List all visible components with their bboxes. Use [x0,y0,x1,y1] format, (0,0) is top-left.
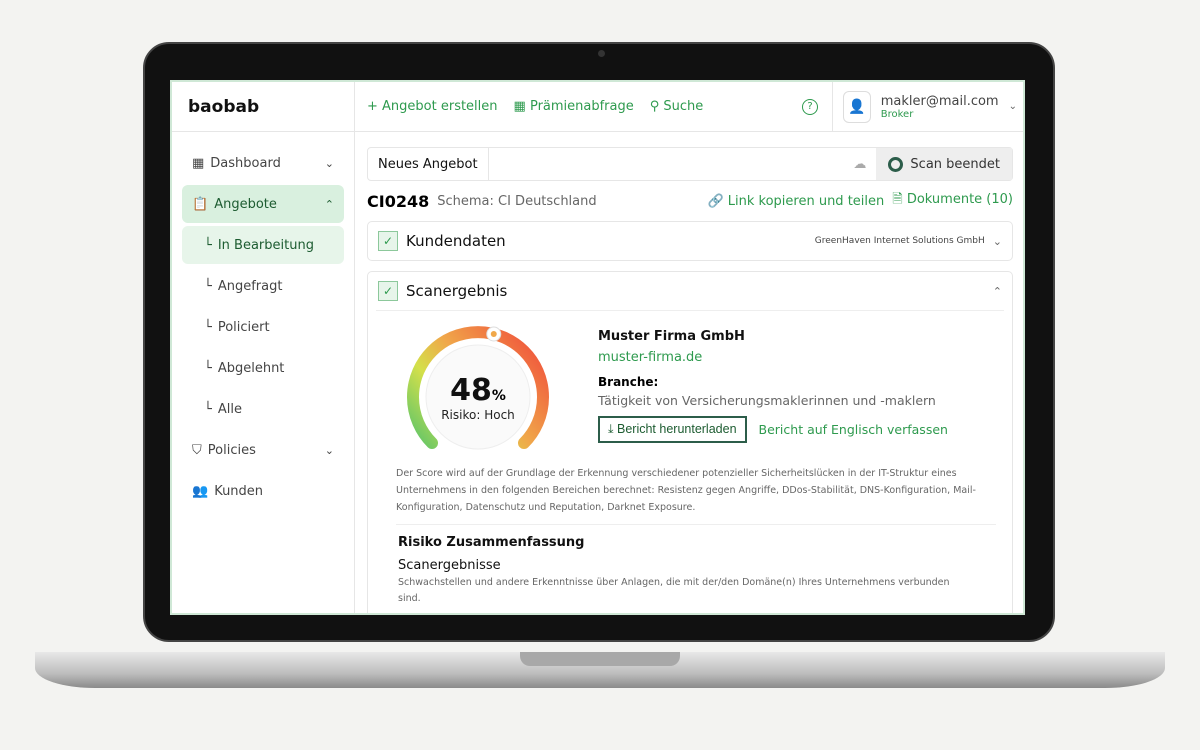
dashboard-icon: ▦ [192,155,205,171]
check-icon: ✓ [378,281,398,301]
user-role: Broker [880,108,914,120]
sidebar-item-angefragt[interactable]: └ Angefragt [204,278,283,294]
sidebar-item-alle[interactable]: └ Alle [204,401,242,417]
sidebar-item-policiert[interactable]: └ Policiert [204,319,270,335]
create-offer-link[interactable]: + Angebot erstellen [367,99,498,114]
user-menu[interactable]: 👤 makler@mail.com Broker ⌄ [832,82,1023,132]
risk-gauge: 48% Risiko: Hoch [398,325,558,455]
sidebar-item-abgelehnt[interactable]: └ Abgelehnt [204,360,285,376]
branche-value: Tätigkeit von Versicherungsmaklerinnen u… [598,393,936,408]
share-link[interactable]: 🔗 Link kopieren und teilen [707,193,885,209]
scan-status[interactable]: Scan beendet [876,148,1012,180]
chevron-down-icon: ⌄ [992,234,1002,248]
percent-sign: % [491,388,506,404]
offer-id: CI0248 [367,191,430,211]
plus-icon: + [367,99,383,114]
customer-card: ✓ Kundendaten GreenHaven Internet Solution… [367,221,1013,261]
chevron-up-icon: ⌃ [992,284,1002,298]
summary-title: Risiko Zusammenfassung [398,535,585,550]
customer-header[interactable]: ✓ Kundendaten GreenHaven Internet Solution… [368,222,1012,260]
status-ring-icon [888,156,904,172]
camera [598,50,605,57]
chevron-down-icon: ⌄ [1008,101,1017,112]
offer-name[interactable]: Neues Angebot [368,148,489,180]
sidebar-item-policies[interactable]: ⛉ Policies ⌄ [192,442,334,458]
scan-header[interactable]: ✓ Scanergebnis ⌃ [368,272,1012,310]
schema: Schema: CI Deutschland [437,193,597,209]
score-description: Der Score wird auf der Grundlage der Erk… [396,465,996,525]
help-icon[interactable]: ? [802,98,818,115]
firm-name: Muster Firma GmbH [598,329,745,344]
clipboard-icon: 📋 [192,196,209,212]
check-icon: ✓ [378,231,398,251]
documents-link[interactable]: 🗎 Dokumente (10) [892,192,1013,207]
chevron-down-icon: ⌄ [324,156,334,170]
download-report-button[interactable]: ⤓ Bericht herunterladen [598,416,747,443]
chevron-up-icon: ⌃ [324,197,334,211]
top-bar: baobab + Angebot erstellen ▦ Prämienabfr… [172,82,1023,132]
logo[interactable]: baobab [172,82,355,132]
score-value: 48 [450,373,492,408]
sidebar-item-angebote[interactable]: 📋 Angebote ⌃ [182,185,344,223]
app-screen: baobab + Angebot erstellen ▦ Prämienabfr… [170,80,1025,615]
user-email: makler@mail.com [880,93,999,109]
english-report-link[interactable]: Bericht auf Englisch verfassen [758,422,948,437]
results-text: Schwachstellen und andere Erkenntnisse ü… [398,577,950,604]
sidebar-item-kunden[interactable]: 👥 Kunden [192,483,264,499]
search-icon: ⚲ [649,99,664,114]
firm-domain[interactable]: muster-firma.de [598,350,703,365]
main-content: Neues Angebot ☁ Scan beendet CI0248 Sche… [367,147,1013,613]
premium-link[interactable]: ▦ Prämienabfrage [513,99,634,114]
users-icon: 👥 [192,483,209,499]
scan-card: ✓ Scanergebnis ⌃ 48% Risiko: Hoch Muster F… [367,271,1013,613]
chevron-down-icon: ⌄ [324,443,334,457]
search-link[interactable]: ⚲ Suche [649,99,704,114]
results-title: Scanergebnisse [398,558,501,573]
branche-label: Branche: [598,375,659,389]
laptop-notch [520,652,680,666]
sidebar-item-dashboard[interactable]: ▦ Dashboard ⌄ [192,155,334,171]
sidebar: ▦ Dashboard ⌄ 📋 Angebote ⌃ └ In Bearbeitung … [172,132,355,613]
sidebar-item-in-bearbeitung[interactable]: └ In Bearbeitung [182,226,344,264]
risk-level: Risiko: Hoch [441,408,515,422]
document-icon: 🗎 [892,192,907,207]
link-icon: 🔗 [707,193,728,209]
shield-icon: ⛉ [192,442,202,458]
download-icon: ⤓ [608,422,617,436]
customer-company: GreenHaven Internet Solutions GmbH [814,236,985,246]
avatar: 👤 [843,90,871,123]
cloud-check-icon: ☁ [853,156,867,172]
calculator-icon: ▦ [513,99,530,114]
offer-bar: Neues Angebot ☁ Scan beendet [367,147,1013,181]
